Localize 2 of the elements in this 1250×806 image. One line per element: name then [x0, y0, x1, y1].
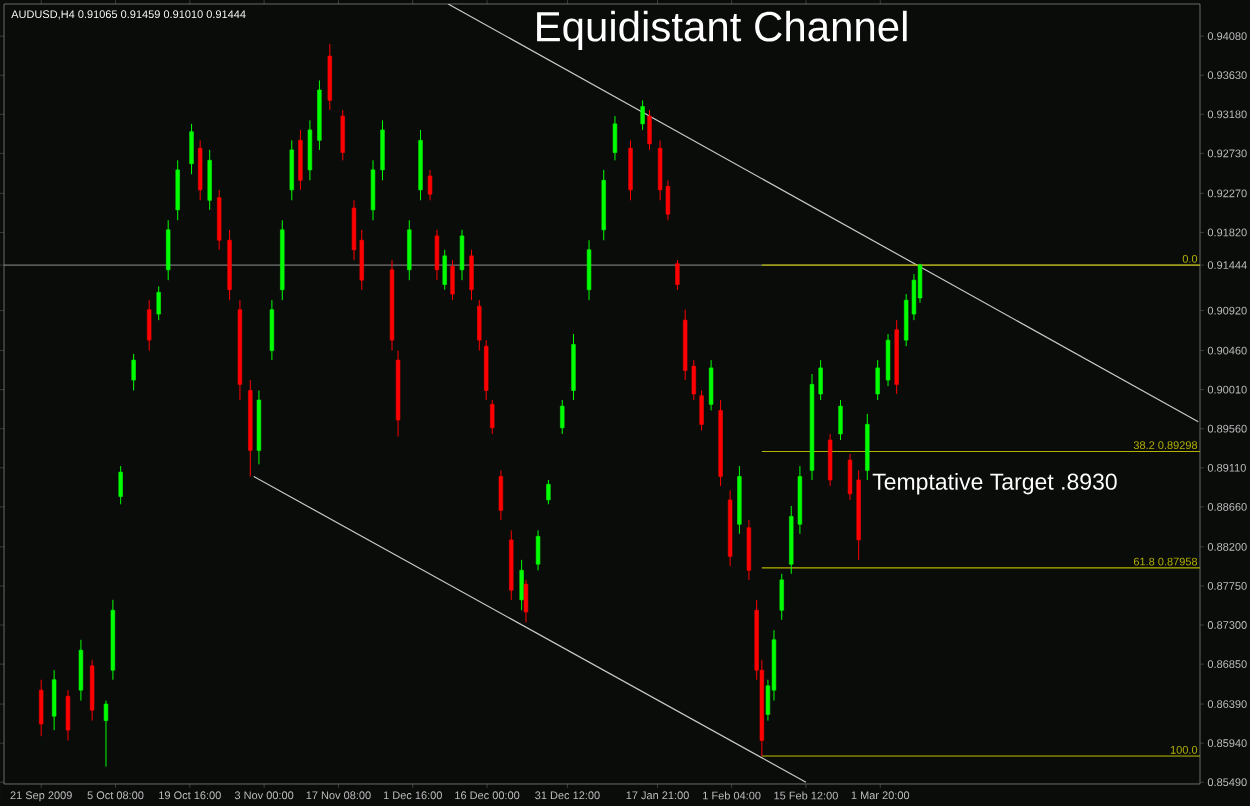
annotation: Temptative Target .8930: [872, 472, 1117, 495]
chart-title: Equidistant Channel: [537, 10, 907, 50]
